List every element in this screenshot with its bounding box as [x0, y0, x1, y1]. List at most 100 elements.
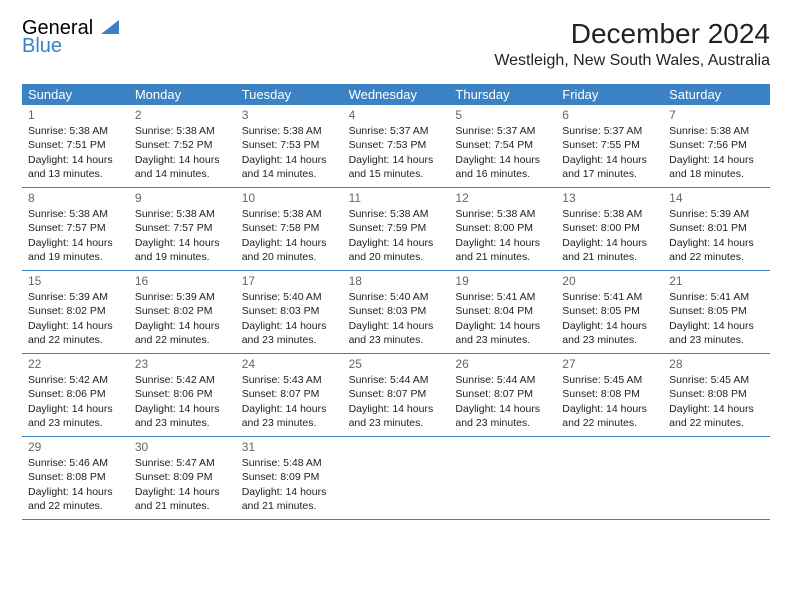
location: Westleigh, New South Wales, Australia — [494, 52, 770, 70]
daylight-text: Daylight: 14 hours and 22 minutes. — [28, 485, 123, 513]
daylight-text: Daylight: 14 hours and 18 minutes. — [669, 153, 764, 181]
day-cell: 7Sunrise: 5:38 AMSunset: 7:56 PMDaylight… — [663, 105, 770, 187]
day-number: 16 — [135, 273, 230, 289]
daylight-text: Daylight: 14 hours and 19 minutes. — [135, 236, 230, 264]
sunset-text: Sunset: 8:01 PM — [669, 221, 764, 235]
week-row: 22Sunrise: 5:42 AMSunset: 8:06 PMDayligh… — [22, 354, 770, 437]
day-cell: 14Sunrise: 5:39 AMSunset: 8:01 PMDayligh… — [663, 188, 770, 270]
sunrise-text: Sunrise: 5:43 AM — [242, 373, 337, 387]
day-header-sat: Saturday — [663, 84, 770, 105]
daylight-text: Daylight: 14 hours and 22 minutes. — [28, 319, 123, 347]
sunset-text: Sunset: 7:53 PM — [349, 138, 444, 152]
day-number: 21 — [669, 273, 764, 289]
daylight-text: Daylight: 14 hours and 15 minutes. — [349, 153, 444, 181]
day-cell: 24Sunrise: 5:43 AMSunset: 8:07 PMDayligh… — [236, 354, 343, 436]
day-cell: 8Sunrise: 5:38 AMSunset: 7:57 PMDaylight… — [22, 188, 129, 270]
daylight-text: Daylight: 14 hours and 23 minutes. — [135, 402, 230, 430]
sunrise-text: Sunrise: 5:39 AM — [28, 290, 123, 304]
day-header-mon: Monday — [129, 84, 236, 105]
day-cell: 22Sunrise: 5:42 AMSunset: 8:06 PMDayligh… — [22, 354, 129, 436]
sunset-text: Sunset: 7:59 PM — [349, 221, 444, 235]
sunset-text: Sunset: 8:03 PM — [349, 304, 444, 318]
day-number: 23 — [135, 356, 230, 372]
day-cell: 3Sunrise: 5:38 AMSunset: 7:53 PMDaylight… — [236, 105, 343, 187]
daylight-text: Daylight: 14 hours and 21 minutes. — [242, 485, 337, 513]
logo-triangle-icon — [101, 20, 119, 34]
sunrise-text: Sunrise: 5:39 AM — [135, 290, 230, 304]
sunset-text: Sunset: 8:04 PM — [455, 304, 550, 318]
sunset-text: Sunset: 7:57 PM — [135, 221, 230, 235]
day-header-fri: Friday — [556, 84, 663, 105]
daylight-text: Daylight: 14 hours and 22 minutes. — [669, 402, 764, 430]
day-cell: 27Sunrise: 5:45 AMSunset: 8:08 PMDayligh… — [556, 354, 663, 436]
sunset-text: Sunset: 8:09 PM — [135, 470, 230, 484]
day-cell: 17Sunrise: 5:40 AMSunset: 8:03 PMDayligh… — [236, 271, 343, 353]
sunset-text: Sunset: 8:07 PM — [349, 387, 444, 401]
sunrise-text: Sunrise: 5:38 AM — [135, 124, 230, 138]
day-number: 2 — [135, 107, 230, 123]
day-cell: 2Sunrise: 5:38 AMSunset: 7:52 PMDaylight… — [129, 105, 236, 187]
daylight-text: Daylight: 14 hours and 23 minutes. — [349, 402, 444, 430]
day-number: 31 — [242, 439, 337, 455]
day-cell: 20Sunrise: 5:41 AMSunset: 8:05 PMDayligh… — [556, 271, 663, 353]
sunset-text: Sunset: 8:07 PM — [455, 387, 550, 401]
logo-text: General Blue — [22, 18, 119, 56]
day-number: 25 — [349, 356, 444, 372]
daylight-text: Daylight: 14 hours and 14 minutes. — [242, 153, 337, 181]
day-number: 1 — [28, 107, 123, 123]
day-cell: 23Sunrise: 5:42 AMSunset: 8:06 PMDayligh… — [129, 354, 236, 436]
header: General Blue December 2024 Westleigh, Ne… — [22, 18, 770, 70]
day-number: 9 — [135, 190, 230, 206]
sunset-text: Sunset: 8:00 PM — [455, 221, 550, 235]
sunset-text: Sunset: 8:08 PM — [669, 387, 764, 401]
day-number: 6 — [562, 107, 657, 123]
sunrise-text: Sunrise: 5:42 AM — [28, 373, 123, 387]
day-number: 3 — [242, 107, 337, 123]
sunrise-text: Sunrise: 5:46 AM — [28, 456, 123, 470]
sunrise-text: Sunrise: 5:41 AM — [455, 290, 550, 304]
sunset-text: Sunset: 7:57 PM — [28, 221, 123, 235]
sunset-text: Sunset: 8:00 PM — [562, 221, 657, 235]
day-number: 22 — [28, 356, 123, 372]
sunset-text: Sunset: 8:08 PM — [28, 470, 123, 484]
daylight-text: Daylight: 14 hours and 21 minutes. — [135, 485, 230, 513]
daylight-text: Daylight: 14 hours and 23 minutes. — [242, 402, 337, 430]
day-cell: 11Sunrise: 5:38 AMSunset: 7:59 PMDayligh… — [343, 188, 450, 270]
day-cell: 12Sunrise: 5:38 AMSunset: 8:00 PMDayligh… — [449, 188, 556, 270]
daylight-text: Daylight: 14 hours and 17 minutes. — [562, 153, 657, 181]
empty-cell — [556, 437, 663, 519]
sunset-text: Sunset: 8:07 PM — [242, 387, 337, 401]
day-cell: 15Sunrise: 5:39 AMSunset: 8:02 PMDayligh… — [22, 271, 129, 353]
day-cell: 30Sunrise: 5:47 AMSunset: 8:09 PMDayligh… — [129, 437, 236, 519]
day-number: 26 — [455, 356, 550, 372]
day-number: 27 — [562, 356, 657, 372]
day-cell: 28Sunrise: 5:45 AMSunset: 8:08 PMDayligh… — [663, 354, 770, 436]
daylight-text: Daylight: 14 hours and 22 minutes. — [135, 319, 230, 347]
day-cell: 1Sunrise: 5:38 AMSunset: 7:51 PMDaylight… — [22, 105, 129, 187]
sunset-text: Sunset: 8:05 PM — [562, 304, 657, 318]
daylight-text: Daylight: 14 hours and 23 minutes. — [669, 319, 764, 347]
day-cell: 13Sunrise: 5:38 AMSunset: 8:00 PMDayligh… — [556, 188, 663, 270]
sunset-text: Sunset: 7:58 PM — [242, 221, 337, 235]
day-cell: 5Sunrise: 5:37 AMSunset: 7:54 PMDaylight… — [449, 105, 556, 187]
sunset-text: Sunset: 8:03 PM — [242, 304, 337, 318]
day-number: 8 — [28, 190, 123, 206]
weeks-container: 1Sunrise: 5:38 AMSunset: 7:51 PMDaylight… — [22, 105, 770, 520]
day-header-thu: Thursday — [449, 84, 556, 105]
daylight-text: Daylight: 14 hours and 13 minutes. — [28, 153, 123, 181]
sunrise-text: Sunrise: 5:38 AM — [135, 207, 230, 221]
day-cell: 26Sunrise: 5:44 AMSunset: 8:07 PMDayligh… — [449, 354, 556, 436]
daylight-text: Daylight: 14 hours and 21 minutes. — [562, 236, 657, 264]
sunset-text: Sunset: 7:56 PM — [669, 138, 764, 152]
sunrise-text: Sunrise: 5:37 AM — [349, 124, 444, 138]
day-cell: 4Sunrise: 5:37 AMSunset: 7:53 PMDaylight… — [343, 105, 450, 187]
daylight-text: Daylight: 14 hours and 22 minutes. — [562, 402, 657, 430]
sunrise-text: Sunrise: 5:48 AM — [242, 456, 337, 470]
sunrise-text: Sunrise: 5:47 AM — [135, 456, 230, 470]
daylight-text: Daylight: 14 hours and 19 minutes. — [28, 236, 123, 264]
sunset-text: Sunset: 8:02 PM — [135, 304, 230, 318]
day-number: 24 — [242, 356, 337, 372]
logo: General Blue — [22, 18, 119, 56]
sunset-text: Sunset: 8:06 PM — [135, 387, 230, 401]
day-number: 28 — [669, 356, 764, 372]
